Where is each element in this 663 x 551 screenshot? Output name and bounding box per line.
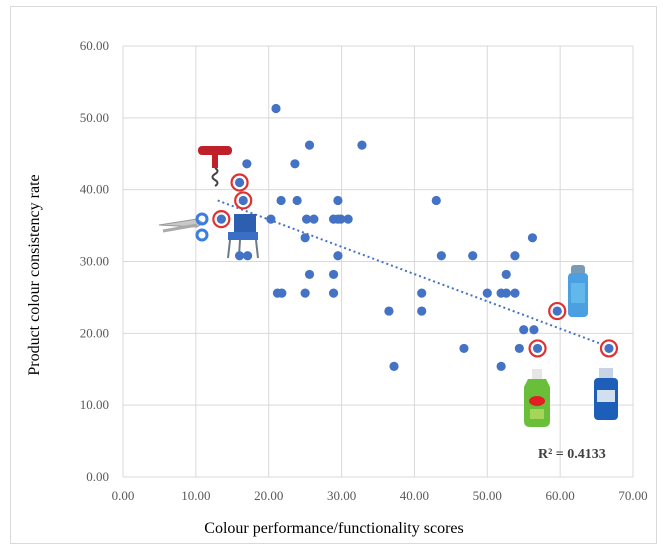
chart-frame: 0.00 10.00 20.00 30.00 40.00 50.00 60.00 70.00 0… <box>10 6 657 544</box>
data-point <box>514 343 524 354</box>
data-point <box>496 361 506 371</box>
data-point <box>343 214 353 224</box>
data-point <box>459 343 469 354</box>
data-point <box>333 251 343 261</box>
data-point <box>328 288 339 298</box>
y-tick-label: 0.00 <box>86 469 109 484</box>
mouthwash-bottle-icon <box>594 368 618 420</box>
y-tick-label: 40.00 <box>80 182 109 197</box>
data-point <box>389 361 399 371</box>
data-point <box>304 269 315 280</box>
y-axis-title: Product colour consistency rate <box>26 174 43 375</box>
data-point <box>234 251 245 261</box>
scatter-chart: 0.00 10.00 20.00 30.00 40.00 50.00 60.00 70.00 0… <box>26 38 648 537</box>
gridlines <box>122 45 634 478</box>
data-point <box>300 233 310 243</box>
data-point <box>266 214 276 224</box>
data-point <box>290 159 300 169</box>
x-tick-label: 60.00 <box>546 488 575 503</box>
data-point <box>482 288 492 298</box>
data-points <box>212 103 619 371</box>
data-point <box>292 195 302 206</box>
data-point <box>238 195 248 206</box>
data-point <box>501 269 511 280</box>
data-point <box>328 269 339 280</box>
data-point <box>216 214 226 224</box>
y-tick-label: 60.00 <box>80 38 109 53</box>
data-point <box>242 159 252 169</box>
data-point <box>510 288 520 298</box>
product-images <box>158 146 618 427</box>
dish-soap-bottle-icon <box>524 369 550 427</box>
data-point <box>604 343 614 354</box>
x-tick-label: 0.00 <box>112 488 135 503</box>
data-point <box>436 251 446 261</box>
x-axis-title: Colour performance/functionality scores <box>204 520 463 537</box>
x-tick-label: 20.00 <box>254 488 283 503</box>
data-point <box>277 288 287 298</box>
x-tick-label: 50.00 <box>473 488 502 503</box>
chair-icon <box>227 214 259 259</box>
data-point <box>333 195 343 206</box>
data-point <box>527 233 538 243</box>
y-tick-label: 20.00 <box>80 325 109 340</box>
data-point <box>532 343 543 354</box>
data-point <box>271 103 281 114</box>
data-point <box>417 306 427 316</box>
data-point <box>300 288 310 298</box>
data-point <box>234 177 245 188</box>
data-point <box>357 140 367 150</box>
data-point <box>309 214 319 224</box>
data-point <box>302 214 312 224</box>
trendline <box>217 199 612 349</box>
data-point <box>336 214 346 224</box>
data-point <box>304 140 315 150</box>
scissors-icon <box>158 212 209 242</box>
data-point <box>431 195 441 206</box>
tick-labels: 0.00 10.00 20.00 30.00 40.00 50.00 60.00 70.00 0… <box>80 38 648 503</box>
data-point <box>468 251 478 261</box>
data-point <box>519 325 529 335</box>
data-point <box>276 195 286 206</box>
x-tick-label: 30.00 <box>327 488 356 503</box>
corkscrew-icon <box>198 146 232 187</box>
r-squared-annotation: R² = 0.4133 <box>538 447 606 462</box>
data-point <box>510 251 520 261</box>
data-point <box>501 288 511 298</box>
data-point <box>242 251 253 261</box>
cosmetic-bottle-icon <box>568 265 588 317</box>
y-tick-label: 30.00 <box>80 254 109 269</box>
data-point <box>384 306 394 316</box>
data-point <box>552 306 562 316</box>
x-tick-label: 40.00 <box>400 488 429 503</box>
y-tick-label: 10.00 <box>80 397 109 412</box>
x-tick-label: 70.00 <box>618 488 647 503</box>
data-point <box>529 325 539 335</box>
trendline-path <box>217 199 612 349</box>
y-tick-label: 50.00 <box>80 110 109 125</box>
data-point <box>417 288 427 298</box>
x-tick-label: 10.00 <box>181 488 210 503</box>
